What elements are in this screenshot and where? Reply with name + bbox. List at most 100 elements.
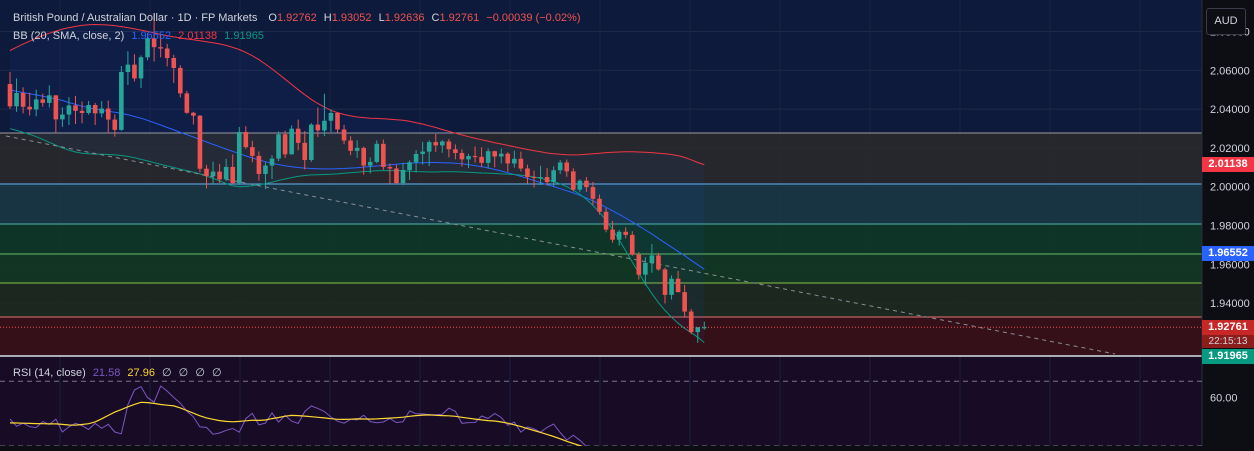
candle-body [400,170,406,184]
candle-body [413,153,419,163]
candle-body [662,269,668,295]
candle-body [119,72,124,130]
low-label: L [378,12,385,24]
bb-upper-price-tag: 2.01138 [1202,157,1254,173]
candle-body [420,151,425,154]
candle-body [158,47,163,49]
candle-body [440,141,445,146]
price-tick-label: 1.96000 [1210,259,1250,271]
price-tick-label: 2.04000 [1210,104,1250,116]
bb-lower-value: 1.91965 [224,30,264,42]
high-value: 1.93052 [331,12,372,24]
rsi-extra-4: ∅ [211,367,222,379]
candle-body [459,152,465,160]
candle-body [315,124,321,131]
candle-body [151,38,157,48]
candle-body [60,114,65,120]
bb-basis-price-tag: 1.96552 [1202,246,1254,262]
candle-body [7,84,13,107]
candle-body [145,38,150,58]
bb-legend-label[interactable]: BB (20, SMA, close, 2) [13,30,125,42]
low-value: 1.92636 [384,12,425,24]
candle-body [629,234,635,255]
candle-body [453,149,458,153]
candle-body [433,142,439,146]
candle-body [66,105,72,115]
candle-body [682,292,687,312]
candle-body [138,57,144,79]
candle-body [688,311,694,333]
close-value: 1.92761 [439,12,480,24]
candle-body [374,143,380,162]
bar-countdown: 22:15:13 [1202,334,1254,348]
rsi-pane-background [0,357,1202,446]
candle-body [518,158,524,169]
last-price-tag: 1.92761 [1202,319,1254,335]
rsi-tick-label: 60.00 [1210,392,1238,404]
candle-body [623,231,628,235]
candle-body [603,211,609,230]
candle-body [531,177,537,179]
currency-button[interactable]: AUD [1206,8,1246,35]
candle-body [505,153,511,164]
candle-body [223,166,229,180]
candle-body [446,141,452,150]
symbol-legend: British Pound / Australian Dollar · 1D ·… [13,12,585,24]
bb-basis-line [9,89,705,270]
candle-body [695,327,701,333]
candle-body [643,262,648,275]
candle-body [27,106,32,110]
candle-body [381,143,386,167]
rsi-axis-ticks: 60.00 [1210,392,1238,404]
candle-body [335,112,340,130]
rsi-ma-value: 27.96 [127,367,155,379]
candle-body [610,229,615,240]
candle-body [47,95,52,103]
candle-body [184,93,190,113]
candle-body [702,327,707,329]
candles [7,13,707,343]
candle-body [675,278,681,293]
candle-body [197,115,203,169]
candle-body [577,180,583,190]
candle-body [309,124,314,160]
candle-body [492,151,497,157]
price-tick-label: 2.00000 [1210,182,1250,194]
candle-body [348,140,353,151]
bb-band-fill [10,24,705,343]
zone-red [0,317,1202,355]
candle-body [525,168,530,178]
candle-body [178,67,183,94]
candle-body [512,158,517,164]
candle-body [99,108,104,114]
candle-body [426,142,432,152]
candle-body [571,171,576,190]
candle-body [73,105,78,111]
candle-body [354,147,360,151]
price-axis-background [1202,0,1254,446]
candle-body [361,147,366,166]
rsi-extra-2: ∅ [178,367,189,379]
rsi-legend: RSI (14, close) 21.58 27.96 ∅ ∅ ∅ ∅ [13,366,226,379]
open-label: O [268,12,277,24]
candle-body [86,105,91,113]
candle-body [616,231,622,240]
candle-body [295,128,301,143]
candle-body [217,171,222,180]
candle-body [33,99,39,110]
rsi-legend-label[interactable]: RSI (14, close) [13,367,86,379]
candle-body [164,48,170,59]
bb-legend: BB (20, SMA, close, 2) 1.96552 2.01138 1… [13,30,268,42]
candle-body [79,110,85,113]
candle-body [472,156,478,158]
candle-body [289,128,294,155]
symbol-title[interactable]: British Pound / Australian Dollar · 1D ·… [13,12,258,24]
candle-body [236,131,242,184]
candle-body [367,161,373,166]
open-value: 1.92762 [276,12,317,24]
rsi-extra-1: ∅ [162,367,172,379]
candle-body [92,105,98,114]
candle-body [20,92,26,107]
